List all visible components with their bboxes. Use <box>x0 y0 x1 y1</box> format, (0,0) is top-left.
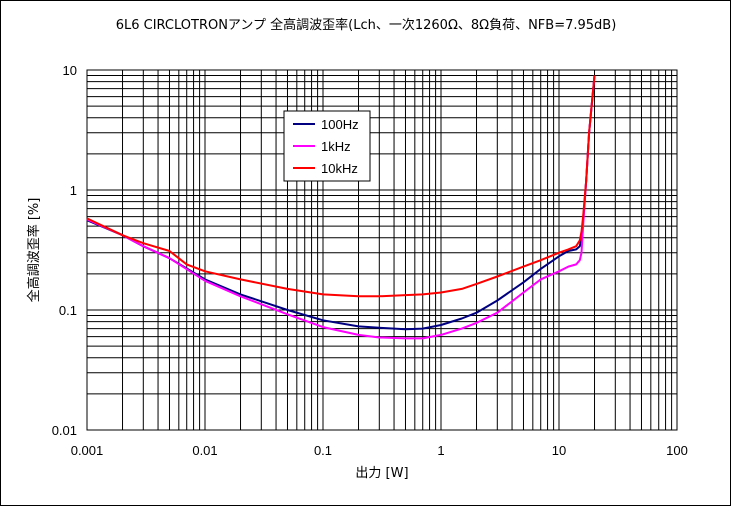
series-line-1khz <box>86 75 596 340</box>
x-tick-label: 0.1 <box>314 443 332 458</box>
x-axis-label: 出力 [W] <box>355 466 408 481</box>
series-line-100hz <box>86 75 596 331</box>
x-tick-label: 0.001 <box>71 443 104 458</box>
x-tick-labels: 0.001 0.01 0.1 1 10 100 <box>71 443 688 458</box>
legend: 100Hz 1kHz 10kHz <box>283 110 371 182</box>
series-line-10khz <box>86 75 596 298</box>
x-tick-label: 1 <box>437 443 444 458</box>
y-tick-label: 0.01 <box>52 423 77 438</box>
chart-title: 6L6 CIRCLOTRONアンプ 全高調波歪率(Lch、一次1260Ω、8Ω負… <box>116 17 617 33</box>
x-tick-label: 100 <box>666 443 688 458</box>
plot-area <box>86 69 678 431</box>
legend-label: 1kHz <box>321 139 351 154</box>
legend-label: 10kHz <box>321 161 358 176</box>
x-tick-label: 10 <box>552 443 566 458</box>
x-tick-label: 0.01 <box>192 443 217 458</box>
y-tick-label: 0.1 <box>59 303 77 318</box>
y-tick-label: 1 <box>70 183 77 198</box>
series-lines <box>86 75 596 340</box>
y-tick-labels: 10 1 0.1 0.01 <box>52 63 77 438</box>
y-axis-label: 全高調波歪率 [%] <box>26 198 42 303</box>
y-tick-label: 10 <box>63 63 77 78</box>
grid <box>86 70 677 431</box>
legend-label: 100Hz <box>321 117 359 132</box>
